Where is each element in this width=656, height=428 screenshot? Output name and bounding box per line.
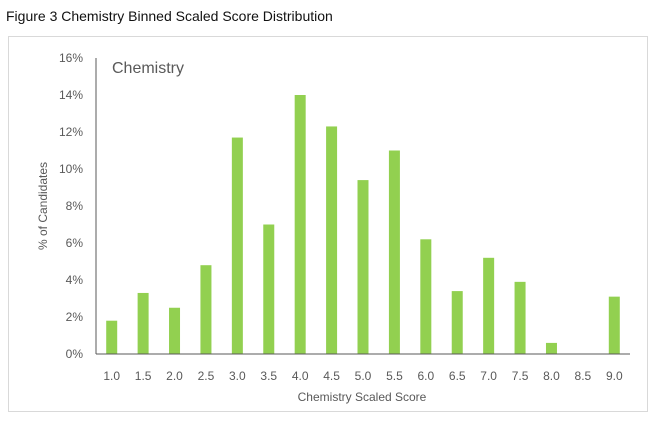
x-tick-label: 4.0	[292, 369, 309, 383]
y-tick-label: 14%	[59, 88, 83, 102]
x-axis-ticks: 1.0 1.5 2.0 2.5 3.0 3.5 4.0 4.5 5.0 5.5 6.0 6.5 7.0 7…	[103, 369, 623, 383]
x-tick-label: 8.0	[543, 369, 560, 383]
x-axis-title: Chemistry Scaled Score	[298, 390, 427, 404]
x-tick-label: 4.5	[323, 369, 340, 383]
bar	[137, 292, 149, 354]
x-tick-label: 7.5	[512, 369, 529, 383]
x-tick-label: 1.5	[135, 369, 152, 383]
bar	[451, 291, 463, 354]
bar	[200, 265, 212, 354]
x-tick-label: 9.0	[606, 369, 623, 383]
y-tick-label: 16%	[59, 51, 83, 65]
y-axis-title: % of Candidates	[36, 162, 50, 250]
x-tick-label: 6.5	[449, 369, 466, 383]
bar	[231, 137, 243, 354]
x-tick-label: 8.5	[575, 369, 592, 383]
bar	[326, 126, 338, 354]
bar	[420, 239, 432, 354]
bar	[169, 307, 181, 354]
x-tick-label: 6.0	[417, 369, 434, 383]
chart-area	[8, 36, 648, 412]
x-tick-label: 2.0	[166, 369, 183, 383]
x-tick-label: 1.0	[103, 369, 120, 383]
y-tick-label: 10%	[59, 162, 83, 176]
bar	[608, 296, 620, 354]
bar	[514, 281, 526, 354]
y-tick-label: 8%	[66, 199, 84, 213]
bar	[357, 180, 369, 354]
x-tick-label: 3.0	[229, 369, 246, 383]
bar	[388, 150, 400, 354]
bar	[294, 95, 306, 354]
x-tick-label: 5.0	[355, 369, 372, 383]
y-tick-label: 4%	[66, 273, 84, 287]
y-tick-label: 12%	[59, 125, 83, 139]
y-tick-label: 2%	[66, 310, 84, 324]
x-tick-label: 5.5	[386, 369, 403, 383]
bar	[483, 257, 495, 354]
figure-title: Figure 3 Chemistry Binned Scaled Score D…	[6, 8, 333, 24]
bars	[106, 95, 620, 354]
x-tick-label: 2.5	[198, 369, 215, 383]
y-axis-ticks: 0% 2% 4% 6% 8% 10% 12% 14% 16%	[59, 51, 83, 361]
bar	[545, 342, 557, 354]
x-tick-label: 7.0	[480, 369, 497, 383]
y-tick-label: 6%	[66, 236, 84, 250]
bar	[263, 224, 275, 354]
y-tick-label: 0%	[66, 347, 84, 361]
chart-title: Chemistry	[112, 60, 184, 77]
bar	[106, 320, 118, 354]
x-tick-label: 3.5	[260, 369, 277, 383]
